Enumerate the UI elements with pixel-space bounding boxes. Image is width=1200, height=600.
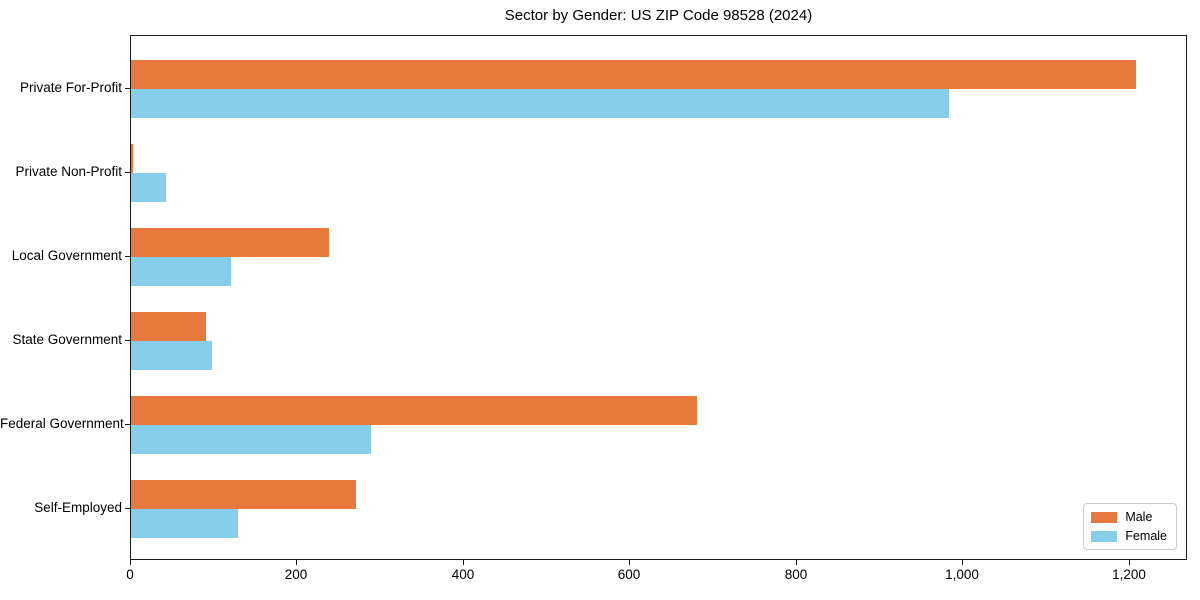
x-tick-label-1000: 1,000 xyxy=(945,567,979,582)
bar-male-private-for-profit xyxy=(131,60,1136,89)
legend-swatch-male xyxy=(1091,511,1118,523)
bar-male-federal-government xyxy=(131,396,697,425)
y-tick-mark xyxy=(125,256,130,257)
x-tick-mark xyxy=(296,560,297,565)
chart-title: Sector by Gender: US ZIP Code 98528 (202… xyxy=(504,7,813,24)
legend-label-female: Female xyxy=(1125,529,1167,543)
plot-area: Male Female xyxy=(130,35,1187,560)
bar-male-local-government xyxy=(131,228,329,257)
legend-label-male: Male xyxy=(1125,510,1153,524)
bar-female-self-employed xyxy=(131,509,238,538)
y-tick-label-private-for-profit: Private For-Profit xyxy=(19,80,122,95)
x-tick-mark xyxy=(463,560,464,565)
y-tick-mark xyxy=(125,88,130,89)
y-tick-mark xyxy=(125,508,130,509)
legend-entry-female: Female xyxy=(1091,529,1167,543)
y-tick-label-state-government: State Government xyxy=(12,332,122,347)
x-tick-mark xyxy=(1129,560,1130,565)
y-tick-label-local-government: Local Government xyxy=(11,248,122,263)
bar-male-private-non-profit xyxy=(131,144,133,173)
y-tick-label-federal-government: Federal Government xyxy=(0,416,124,431)
x-tick-label-800: 800 xyxy=(784,567,808,582)
x-tick-label-400: 400 xyxy=(451,567,475,582)
bar-male-state-government xyxy=(131,312,206,341)
bar-female-private-non-profit xyxy=(131,173,166,202)
x-tick-label-600: 600 xyxy=(617,567,641,582)
x-tick-mark xyxy=(130,560,131,565)
legend-entry-male: Male xyxy=(1091,510,1167,524)
x-tick-mark xyxy=(962,560,963,565)
y-tick-mark xyxy=(125,172,130,173)
y-tick-mark xyxy=(125,424,130,425)
x-tick-mark xyxy=(796,560,797,565)
x-tick-mark xyxy=(629,560,630,565)
y-tick-label-self-employed: Self-Employed xyxy=(34,500,122,515)
legend: Male Female xyxy=(1083,503,1177,550)
y-tick-mark xyxy=(125,340,130,341)
legend-swatch-female xyxy=(1091,530,1118,542)
x-tick-label-0: 0 xyxy=(126,567,134,582)
x-tick-label-1200: 1,200 xyxy=(1112,567,1146,582)
bar-male-self-employed xyxy=(131,480,356,509)
x-tick-label-200: 200 xyxy=(284,567,308,582)
bar-female-local-government xyxy=(131,257,231,286)
y-tick-label-private-non-profit: Private Non-Profit xyxy=(15,164,122,179)
bar-female-state-government xyxy=(131,341,212,370)
bar-female-federal-government xyxy=(131,425,371,454)
bar-female-private-for-profit xyxy=(131,89,949,118)
